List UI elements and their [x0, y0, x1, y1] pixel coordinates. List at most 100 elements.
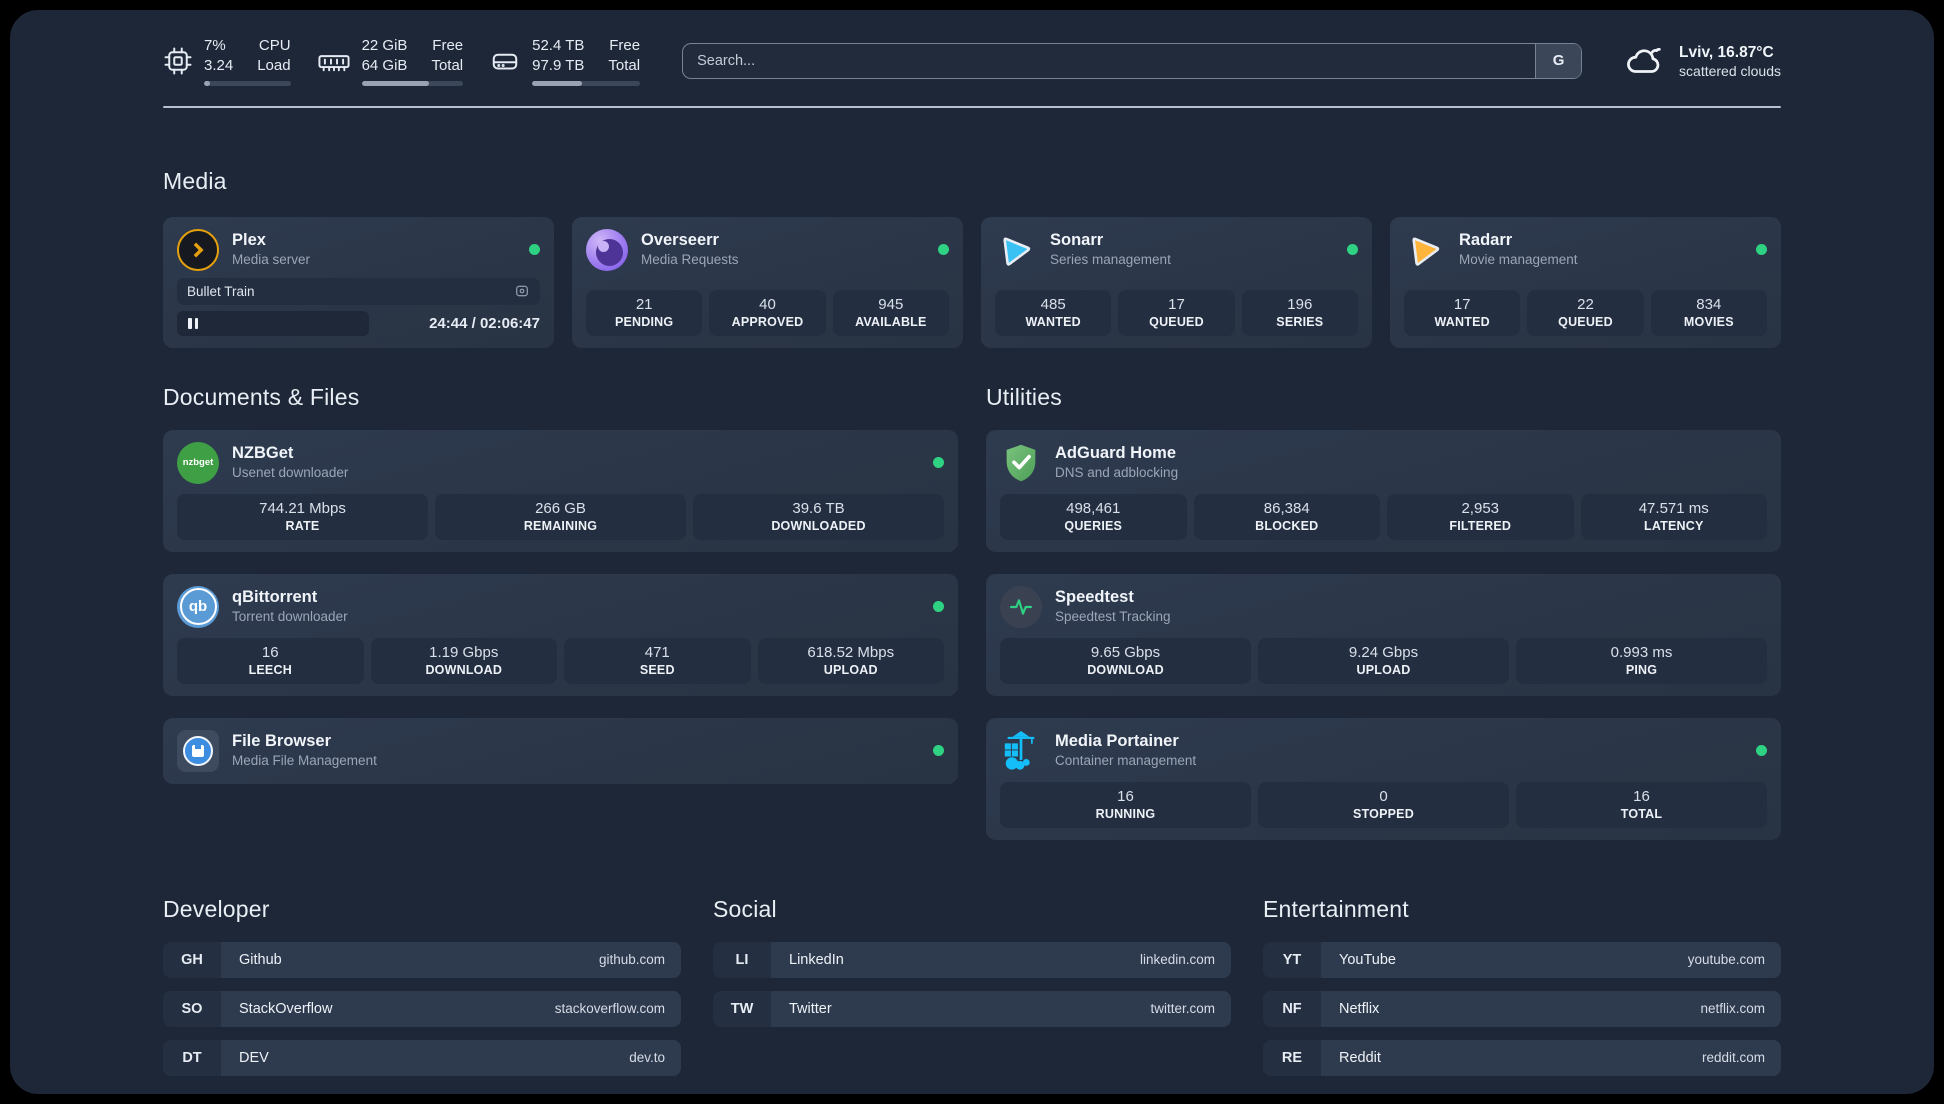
cloud-icon	[1624, 44, 1666, 78]
link-netflix[interactable]: NF Netflix netflix.com	[1263, 990, 1781, 1027]
link-url: netflix.com	[1700, 1001, 1765, 1017]
link-youtube[interactable]: YT YouTube youtube.com	[1263, 941, 1781, 978]
stat-box: 16 LEECH	[177, 637, 364, 684]
ram-total: 64 GiB	[361, 56, 408, 74]
link-reddit[interactable]: RE Reddit reddit.com	[1263, 1039, 1781, 1076]
link-name: Github	[239, 951, 282, 968]
disk-icon	[489, 46, 521, 76]
nzbget-card[interactable]: nzbget NZBGet Usenet downloader 744.21 M…	[163, 429, 958, 552]
pause-button[interactable]	[177, 310, 369, 336]
cpu-progressbar	[204, 80, 291, 86]
stat-box: 21 PENDING	[586, 289, 703, 336]
documents-column: Documents & Files nzbget NZBGet Usenet d…	[163, 384, 958, 840]
speedtest-card[interactable]: Speedtest Speedtest Tracking 9.65 Gbps D…	[986, 573, 1781, 696]
adguard-card[interactable]: AdGuard Home DNS and adblocking 498,461 …	[986, 429, 1781, 552]
filebrowser-card[interactable]: File Browser Media File Management	[163, 717, 958, 784]
app-name: Plex	[232, 231, 266, 250]
cpu-usage: 7%	[204, 37, 226, 54]
overseerr-card[interactable]: Overseerr Media Requests 21 PENDING 40 A…	[572, 216, 963, 348]
app-name: File Browser	[232, 732, 332, 751]
link-stackoverflow[interactable]: SO StackOverflow stackoverflow.com	[163, 990, 681, 1027]
link-abbrev: RE	[1263, 1039, 1321, 1076]
nzbget-icon: nzbget	[177, 441, 219, 484]
link-twitter[interactable]: TW Twitter twitter.com	[713, 990, 1231, 1027]
app-subtitle: Media Requests	[641, 251, 739, 267]
playback-time: 24:44 / 02:06:47	[429, 314, 540, 332]
app-subtitle: Speedtest Tracking	[1055, 608, 1171, 624]
portainer-card[interactable]: Media Portainer Container management 16 …	[986, 717, 1781, 840]
search-engine-button[interactable]: G	[1535, 43, 1582, 78]
status-dot	[933, 745, 944, 757]
app-name: Media Portainer	[1055, 732, 1179, 751]
disk-total-label: Total	[608, 56, 641, 74]
status-dot	[933, 601, 944, 613]
stat-box: 16 RUNNING	[1000, 781, 1251, 828]
link-url: github.com	[598, 952, 665, 968]
app-subtitle: DNS and adblocking	[1055, 464, 1179, 480]
stat-box: 485 WANTED	[995, 289, 1112, 336]
section-title-developer: Developer	[163, 895, 270, 922]
link-name: YouTube	[1339, 951, 1396, 968]
search-input[interactable]	[683, 43, 1582, 78]
stat-box: 0 STOPPED	[1258, 781, 1509, 828]
radarr-card[interactable]: Radarr Movie management 17 WANTED 22 QUE…	[1390, 216, 1781, 348]
status-dot	[938, 244, 949, 256]
stat-box: 9.65 Gbps DOWNLOAD	[1000, 637, 1251, 684]
link-url: reddit.com	[1701, 1050, 1765, 1066]
stat-box: 744.21 Mbps RATE	[177, 493, 428, 540]
qbittorrent-card[interactable]: qb qBittorrent Torrent downloader 16 LEE…	[163, 573, 958, 696]
stat-box: 47.571 ms LATENCY	[1580, 493, 1767, 540]
now-playing-box: Bullet Train	[177, 277, 540, 305]
radarr-icon	[1404, 229, 1446, 271]
weather-location: Lviv, 16.87°C	[1679, 43, 1774, 61]
plex-icon	[177, 228, 219, 271]
utilities-column: Utilities	[986, 384, 1781, 840]
app-name: Speedtest	[1055, 588, 1134, 607]
link-abbrev: LI	[713, 941, 771, 978]
stat-box: 9.24 Gbps UPLOAD	[1258, 637, 1509, 684]
stat-box: 16 TOTAL	[1516, 781, 1767, 828]
developer-column: Developer GH Github github.com SO StackO…	[163, 896, 681, 1089]
ram-progress-fill	[361, 80, 429, 86]
stat-box: 266 GB REMAINING	[435, 493, 686, 540]
app-subtitle: Media server	[232, 251, 311, 267]
ram-free-label: Free	[432, 37, 464, 54]
weather-widget: Lviv, 16.87°C scattered clouds	[1624, 43, 1781, 79]
header-divider	[163, 105, 1781, 108]
disk-free: 52.4 TB	[532, 37, 585, 54]
speedtest-icon	[1000, 585, 1042, 628]
link-url: youtube.com	[1687, 952, 1765, 968]
link-name: Twitter	[789, 1000, 832, 1017]
dashboard: 7% 3.24 CPU Load	[10, 10, 1934, 1094]
plex-card[interactable]: Plex Media server Bullet Train 24:44 / 0…	[163, 216, 554, 348]
filebrowser-icon	[177, 729, 219, 772]
app-name: NZBGet	[232, 444, 294, 463]
app-name: Overseerr	[641, 231, 719, 250]
stat-box: 618.52 Mbps UPLOAD	[757, 637, 944, 684]
section-title-social: Social	[713, 895, 777, 922]
ram-free: 22 GiB	[361, 37, 408, 54]
link-github[interactable]: GH Github github.com	[163, 941, 681, 978]
app-name: AdGuard Home	[1055, 444, 1177, 463]
disk-free-label: Free	[609, 37, 641, 54]
app-subtitle: Series management	[1050, 251, 1171, 267]
top-bar: 7% 3.24 CPU Load	[163, 36, 1781, 86]
link-linkedin[interactable]: LI LinkedIn linkedin.com	[713, 941, 1231, 978]
link-url: stackoverflow.com	[554, 1001, 665, 1017]
stat-box: 498,461 QUERIES	[1000, 493, 1187, 540]
ram-total-label: Total	[431, 56, 464, 74]
app-name: Sonarr	[1050, 231, 1104, 250]
sonarr-card[interactable]: Sonarr Series management 485 WANTED 17 Q…	[981, 216, 1372, 348]
link-name: Reddit	[1339, 1049, 1381, 1066]
status-dot	[1756, 745, 1767, 757]
status-dot	[933, 457, 944, 469]
link-abbrev: TW	[713, 990, 771, 1027]
app-subtitle: Usenet downloader	[232, 464, 349, 480]
link-dev[interactable]: DT DEV dev.to	[163, 1039, 681, 1076]
ram-stat: 22 GiB 64 GiB Free Total	[317, 36, 464, 86]
cpu-progress-fill	[204, 80, 211, 86]
status-dot	[529, 244, 540, 256]
app-subtitle: Movie management	[1459, 251, 1578, 267]
cpu-load: 3.24	[204, 56, 234, 74]
status-dot	[1756, 244, 1767, 256]
